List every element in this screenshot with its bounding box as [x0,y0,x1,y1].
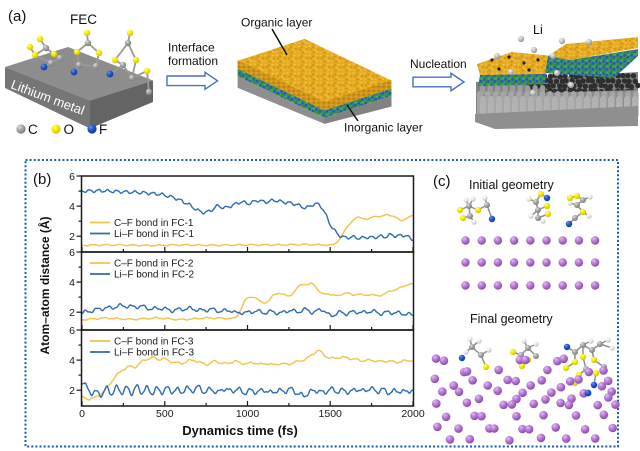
svg-text:C–F bond in FC-3: C–F bond in FC-3 [114,337,194,348]
svg-text:FEC: FEC [70,12,97,27]
svg-text:Organic layer: Organic layer [241,16,312,30]
svg-text:4: 4 [69,355,75,367]
svg-text:formation: formation [168,54,218,68]
svg-text:1000: 1000 [236,408,260,420]
svg-text:Li: Li [533,23,543,37]
svg-text:Interface: Interface [168,41,215,55]
svg-text:6: 6 [69,247,75,259]
svg-text:Final geometry: Final geometry [470,312,553,326]
svg-text:Atom–atom distance (Å): Atom–atom distance (Å) [37,216,52,354]
svg-text:Nucleation: Nucleation [410,57,467,71]
svg-text:2: 2 [69,307,75,319]
svg-text:2000: 2000 [401,408,425,420]
svg-text:1500: 1500 [319,408,343,420]
svg-text:Li–F bond in FC-2: Li–F bond in FC-2 [114,270,194,281]
svg-text:Li–F bond in FC-3: Li–F bond in FC-3 [114,348,194,359]
svg-text:(a): (a) [8,8,26,25]
svg-text:Dynamics time (fs): Dynamics time (fs) [182,423,298,438]
svg-text:(c): (c) [433,173,451,190]
svg-text:2: 2 [69,231,75,243]
svg-text:Inorganic layer: Inorganic layer [344,121,423,135]
svg-text:0: 0 [79,408,85,420]
svg-text:6: 6 [69,325,75,337]
svg-text:C–F bond in FC-1: C–F bond in FC-1 [114,218,194,229]
svg-text:Li–F bond in FC-1: Li–F bond in FC-1 [114,229,194,240]
svg-text:6: 6 [69,171,75,183]
svg-text:4: 4 [69,201,75,213]
svg-text:C: C [28,122,38,137]
svg-text:Initial geometry: Initial geometry [469,178,555,192]
svg-text:C–F bond in FC-2: C–F bond in FC-2 [114,259,194,270]
svg-text:F: F [99,122,107,137]
svg-text:2: 2 [69,385,75,397]
svg-text:O: O [64,122,75,137]
svg-text:(b): (b) [33,171,51,188]
svg-text:4: 4 [69,277,75,289]
svg-text:500: 500 [156,408,174,420]
